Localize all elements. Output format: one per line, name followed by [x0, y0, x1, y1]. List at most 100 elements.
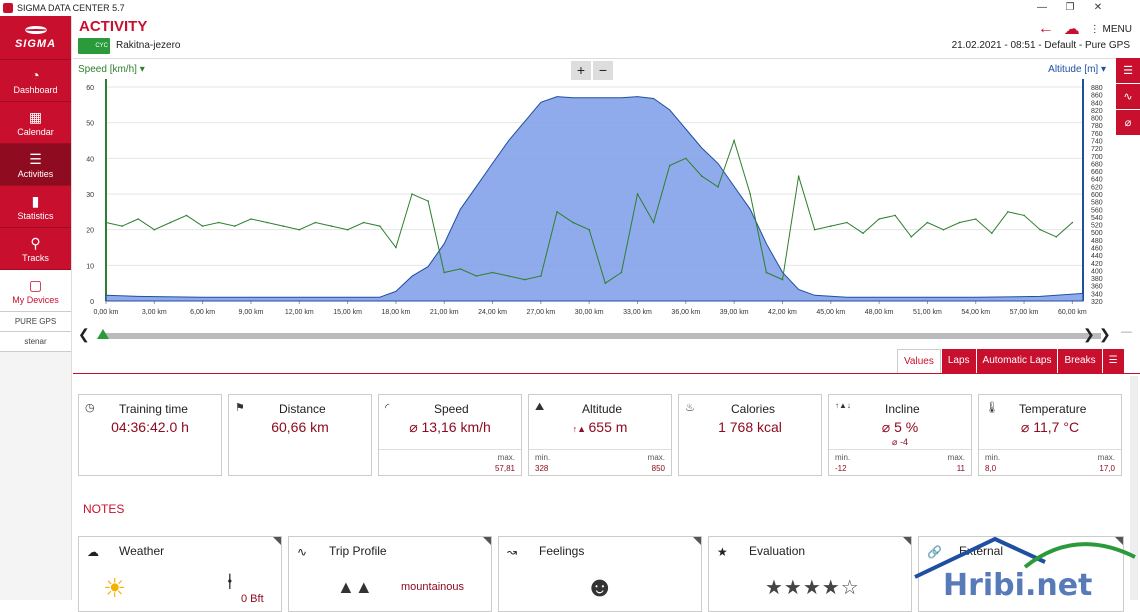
panel-scrollbar[interactable]	[1130, 376, 1138, 600]
stat-min-label: min.	[985, 453, 1001, 462]
note-card-evaluation[interactable]: ★ Evaluation ★★★★☆	[708, 536, 912, 612]
slider-left-arrow-icon[interactable]: ❮	[78, 326, 90, 342]
maximize-button[interactable]: ❐	[1065, 2, 1075, 13]
note-card-external[interactable]: 🔗 External	[918, 536, 1124, 612]
stat-card-speed: ◜ Speed ⌀ 13,16 km/h max. 57,81	[378, 394, 522, 476]
speed-point	[652, 221, 655, 224]
sidebar-item-label: Tracks	[22, 252, 49, 263]
zoom-out-button[interactable]: −	[593, 61, 613, 80]
speed-point	[572, 221, 574, 224]
main-area: ACTIVITY CYC Rakitna-jezero 21.02.2021 -…	[73, 16, 1140, 612]
sidebar-item-statistics[interactable]: ▮ Statistics	[0, 186, 71, 228]
collapse-icon[interactable]: —	[1121, 326, 1132, 338]
app-icon	[3, 3, 13, 13]
weather-value: 0 Bft	[241, 593, 264, 605]
speed-axis-selector[interactable]: Speed [km/h] ▾	[78, 64, 145, 75]
speed-point	[427, 200, 429, 202]
sidebar: SIGMA ◔ Dashboard ▦ Calendar ☰ Activitie…	[0, 16, 72, 600]
tab-automatic-laps[interactable]: Automatic Laps	[975, 349, 1058, 373]
speed-point	[185, 214, 188, 217]
activity-chart[interactable]: Speed [km/h] ▾ Altitude [m] ▾ + − 0 10 20 3…	[73, 58, 1118, 333]
speed-point	[1039, 228, 1041, 231]
chart-average-icon[interactable]: ⌀	[1116, 110, 1140, 136]
y-right-tick-label: 820	[1091, 108, 1103, 115]
zoom-in-button[interactable]: +	[571, 61, 591, 80]
y-left-tick-label: 20	[86, 228, 94, 235]
chevron-down-icon: ▾	[139, 64, 145, 75]
y-left-tick-label: 40	[86, 156, 94, 163]
watermark-roof-green	[1023, 542, 1136, 569]
speed-point	[846, 221, 848, 224]
note-card-weather[interactable]: ☁ Weather ☀ ⍿ 0 Bft	[78, 536, 282, 612]
altitude-axis-selector[interactable]: Altitude [m] ▾	[1048, 64, 1106, 75]
speed-point	[153, 228, 156, 231]
tab-breaks[interactable]: Breaks	[1057, 349, 1102, 373]
tab-laps[interactable]: Laps	[940, 349, 976, 373]
stat-value: 60,66 km	[271, 419, 329, 435]
devices-icon: ▢	[28, 276, 43, 293]
x-tick-label: 30,00 km	[575, 309, 604, 316]
chart-svg: 0 10 20 30 40 50 60 320340360380400420440460480…	[86, 79, 1103, 316]
menu-button[interactable]: ⋮ MENU	[1089, 23, 1132, 35]
speed-point	[201, 225, 204, 227]
speedometer-icon: ◜	[385, 402, 390, 414]
stat-min-label: min.	[835, 453, 851, 462]
slider-right-arrow-icon[interactable]: ❯	[1083, 326, 1095, 342]
range-slider[interactable]: ❮ ❯ ❯ —	[73, 324, 1140, 346]
device-item[interactable]: PURE GPS	[0, 312, 71, 332]
slider-end-arrow-icon[interactable]: ❯	[1099, 326, 1111, 342]
stat-title: Temperature	[1019, 402, 1087, 416]
close-button[interactable]: ✕	[1093, 2, 1103, 13]
stat-card-altitude: ⛰ Altitude ↑▲ 655 m min. 328 max. 850	[528, 394, 672, 476]
stat-value: ⌀ 11,7 °C	[1020, 419, 1080, 435]
sidebar-item-dashboard[interactable]: ◔ Dashboard	[0, 60, 71, 102]
sidebar-item-label: Activities	[17, 168, 54, 179]
slider-track[interactable]	[101, 333, 1101, 339]
speed-point	[475, 275, 478, 277]
sidebar-item-tracks[interactable]: ⚲ Tracks	[0, 228, 71, 270]
sidebar-item-my-devices[interactable]: ▢ My Devices	[0, 270, 71, 312]
speed-point	[797, 175, 800, 177]
chart-list-icon[interactable]: ☰	[1116, 58, 1140, 84]
y-right-tick-label: 560	[1091, 207, 1103, 214]
y-right-tick-label: 880	[1091, 85, 1103, 92]
user-item[interactable]: stenar	[0, 332, 71, 352]
speed-point	[958, 221, 961, 224]
y-right-tick-label: 600	[1091, 192, 1103, 199]
speed-point	[1055, 236, 1058, 238]
activity-name: Rakitna-jezero	[116, 40, 181, 51]
y-left-tick-label: 60	[86, 85, 94, 92]
cloud-upload-icon[interactable]: ☁	[1063, 21, 1080, 38]
star-icon: ★	[717, 545, 728, 559]
note-card-feelings[interactable]: ↝ Feelings ☻	[498, 536, 702, 612]
y-right-tick-label: 720	[1091, 146, 1103, 153]
speed-point	[1023, 214, 1025, 217]
note-card-trip-profile[interactable]: ∿ Trip Profile ▲▲ mountainous	[288, 536, 492, 612]
y-right-tick-label: 660	[1091, 169, 1103, 176]
stat-max-value: 57,81	[494, 464, 515, 473]
speed-point	[781, 278, 784, 281]
sidebar-item-activities[interactable]: ☰ Activities	[0, 144, 71, 186]
tabs-menu-icon[interactable]: ☰	[1101, 349, 1124, 373]
y-right-tick-label: 840	[1091, 100, 1103, 107]
back-arrow-icon[interactable]: ←	[1037, 20, 1054, 37]
y-right-tick-label: 640	[1091, 177, 1103, 184]
y-right-tick-label: 500	[1091, 230, 1103, 237]
minimize-button[interactable]: —	[1037, 2, 1047, 13]
x-tick-label: 18,00 km	[382, 309, 411, 316]
stat-value-descent: ⌀ -4	[892, 437, 908, 447]
sigma-logo[interactable]: SIGMA	[0, 16, 71, 60]
detail-tabs: Values Laps Automatic Laps Breaks ☰	[897, 349, 1124, 373]
y-right-tick-label: 780	[1091, 123, 1103, 130]
stat-separator	[829, 449, 971, 450]
tab-values[interactable]: Values	[897, 349, 941, 373]
slider-start-handle[interactable]	[97, 329, 109, 339]
speed-point	[298, 228, 301, 231]
stat-separator	[979, 449, 1121, 450]
stat-max-label: max.	[947, 453, 965, 462]
chart-line-icon[interactable]: ∿	[1116, 84, 1140, 110]
speed-point	[894, 214, 896, 217]
stat-title: Training time	[119, 402, 188, 416]
stat-max-label: max.	[497, 453, 515, 462]
sidebar-item-calendar[interactable]: ▦ Calendar	[0, 102, 71, 144]
